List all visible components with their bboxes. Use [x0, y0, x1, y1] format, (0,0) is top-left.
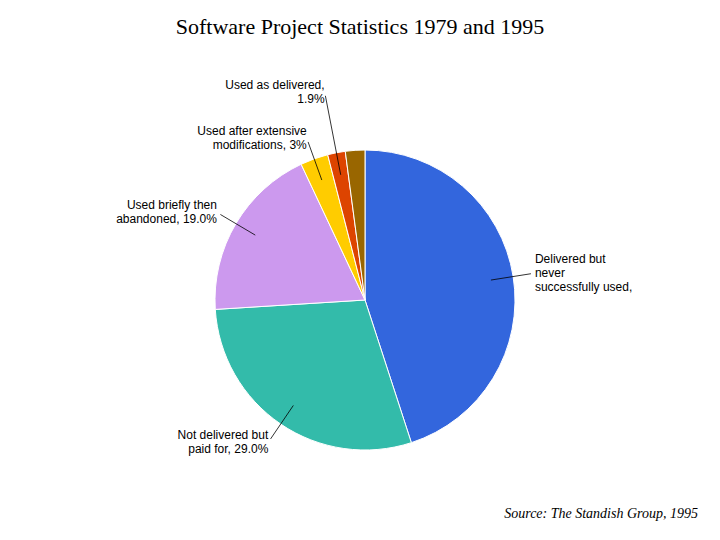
- html-text:Software Project Statistics 19: Software Project Statistics 1979 and 199…: [175, 14, 545, 39]
- svg-text:Delivered butneversuccessfully: Delivered butneversuccessfully used,: [535, 252, 632, 294]
- svg-text:Used after extensivemodificati: Used after extensivemodifications, 3%: [197, 124, 307, 152]
- svg-text:Not delivered butpaid for, 29.: Not delivered butpaid for, 29.0%: [178, 428, 269, 456]
- html-text:Source: The Standish Group, 19: Source: The Standish Group, 1995: [504, 506, 698, 521]
- svg-text:Used briefly thenabandoned, 19: Used briefly thenabandoned, 19.0%: [116, 198, 217, 226]
- svg-text:Used as delivered,1.9%: Used as delivered,1.9%: [225, 78, 325, 106]
